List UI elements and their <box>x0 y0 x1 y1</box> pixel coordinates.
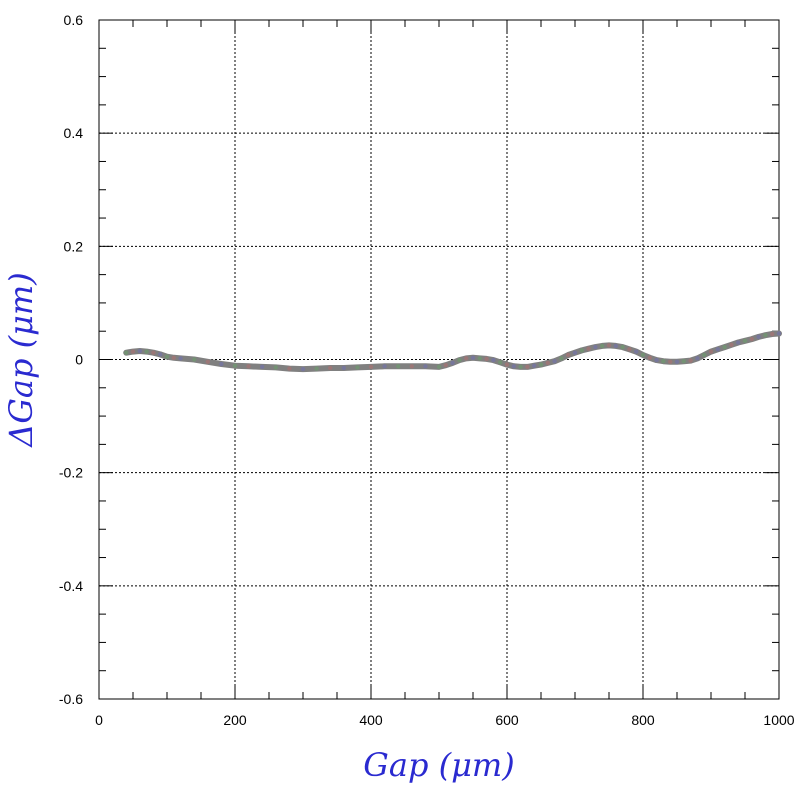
data-point <box>654 357 659 363</box>
data-point <box>137 348 142 354</box>
y-tick-label: 0 <box>75 352 83 368</box>
data-point <box>572 350 578 355</box>
data-point <box>498 360 503 365</box>
data-point <box>518 364 523 370</box>
data-point <box>368 364 374 370</box>
x-tick-label: 1000 <box>763 712 794 728</box>
data-point <box>232 363 238 368</box>
data-point <box>722 344 727 350</box>
data-point <box>287 366 292 371</box>
data-point <box>477 356 482 361</box>
data-point <box>695 356 700 361</box>
data-point <box>144 349 149 354</box>
data-point <box>409 364 414 369</box>
data-point <box>396 364 401 369</box>
data-point <box>742 338 748 344</box>
x-tick-label: 200 <box>223 712 247 728</box>
y-axis-title: ΔGap (μm) <box>2 272 40 449</box>
data-point <box>620 344 625 350</box>
data-point <box>715 347 720 352</box>
data-point <box>545 360 550 366</box>
data-points <box>124 331 782 372</box>
y-tick-label: -0.4 <box>59 578 83 594</box>
y-tick-label: -0.2 <box>59 465 83 481</box>
data-point <box>457 357 462 363</box>
data-point <box>300 366 306 372</box>
data-point <box>600 343 605 349</box>
data-point <box>552 358 557 364</box>
data-point <box>579 348 584 353</box>
y-tick-label: -0.6 <box>59 691 83 707</box>
data-point <box>328 365 333 371</box>
data-point <box>702 352 707 358</box>
data-point <box>566 352 571 358</box>
data-point <box>382 364 387 369</box>
data-point <box>593 344 598 350</box>
data-point <box>770 331 775 337</box>
data-point <box>538 362 544 367</box>
data-point <box>586 346 591 351</box>
data-point <box>192 357 197 362</box>
data-point <box>464 356 469 361</box>
x-tick-label: 800 <box>631 712 655 728</box>
data-point <box>606 343 612 348</box>
data-point <box>756 334 761 340</box>
y-tick-labels: -0.6 -0.4 -0.2 0 0.2 0.4 0.6 <box>59 12 83 707</box>
plot-frame <box>98 19 780 700</box>
series-layer <box>123 330 782 373</box>
data-point <box>314 366 319 371</box>
data-point <box>511 364 516 369</box>
x-tick-label: 0 <box>95 712 103 728</box>
data-point <box>171 355 176 361</box>
y-tick-label: 0.4 <box>64 125 84 141</box>
data-point <box>130 349 136 354</box>
data-point <box>532 363 537 368</box>
data-point <box>640 352 646 358</box>
data-point <box>763 332 768 338</box>
data-point <box>681 358 686 364</box>
data-point <box>491 357 496 363</box>
data-point <box>219 361 224 367</box>
data-point <box>627 347 632 352</box>
data-point <box>749 336 754 342</box>
x-axis-title: Gap (μm) <box>363 746 514 784</box>
data-point <box>355 365 360 370</box>
data-point <box>423 364 428 369</box>
data-point <box>688 358 693 363</box>
data-point <box>151 350 156 355</box>
data-point <box>470 355 476 361</box>
data-point <box>178 356 183 361</box>
data-point <box>674 359 680 364</box>
x-tick-labels: 0 200 400 600 800 1000 <box>95 712 795 728</box>
data-point <box>736 340 741 345</box>
data-point <box>668 359 673 364</box>
data-point <box>729 342 734 347</box>
data-point <box>525 364 530 370</box>
data-point <box>634 349 639 354</box>
data-point <box>436 364 442 370</box>
data-point <box>647 355 652 361</box>
data-point <box>559 356 564 361</box>
data-point <box>124 350 129 355</box>
data-point <box>450 360 455 366</box>
data-point <box>708 349 714 354</box>
data-point <box>443 362 448 368</box>
data-point <box>164 354 170 359</box>
data-point <box>273 365 278 370</box>
y-tick-label: 0.6 <box>64 12 84 28</box>
y-tick-label: 0.2 <box>64 238 84 254</box>
data-point <box>613 343 618 349</box>
data-point <box>504 362 510 367</box>
x-tick-label: 600 <box>495 712 519 728</box>
data-point <box>484 356 489 362</box>
data-point <box>661 358 666 364</box>
data-point <box>246 364 251 369</box>
data-point <box>260 364 265 370</box>
data-point <box>776 331 782 336</box>
data-point <box>205 359 210 364</box>
data-point <box>341 365 346 371</box>
data-point <box>158 352 163 357</box>
x-tick-label: 400 <box>359 712 383 728</box>
